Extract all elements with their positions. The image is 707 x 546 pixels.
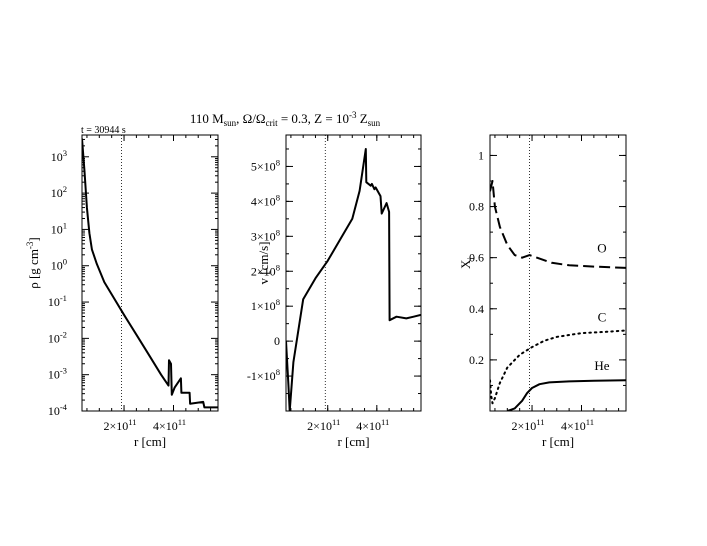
series-he	[506, 379, 626, 411]
y-tick-label: 10-3	[48, 366, 67, 382]
y-tick-label: 101	[51, 220, 67, 236]
y-tick-label: 10-2	[48, 329, 67, 345]
y-tick-label: 5×108	[251, 157, 280, 173]
y-tick-label: 0.2	[469, 353, 484, 367]
x-axis-label: r [cm]	[337, 434, 369, 449]
plot-frame	[489, 134, 627, 412]
series-c	[490, 329, 626, 405]
series-velocity	[286, 148, 421, 411]
y-tick-label: 2×108	[251, 262, 280, 278]
y-tick-label: 3×108	[251, 227, 280, 243]
x-axis-label: r [cm]	[542, 434, 574, 449]
plot-frame	[81, 134, 219, 412]
x-tick-label: 2×1011	[103, 417, 136, 433]
y-tick-label: 1×108	[251, 297, 280, 313]
y-tick-label: 0.4	[469, 302, 484, 316]
y-tick-label: 0.8	[469, 200, 484, 214]
y-tick-label: 10-4	[48, 402, 68, 418]
y-tick-label: 0	[274, 334, 280, 348]
curve-label-o: O	[597, 241, 606, 256]
time-label: t = 30944 s	[81, 125, 126, 136]
y-axis-label: v [cm/s]	[256, 242, 271, 285]
y-tick-label: 4×108	[251, 192, 280, 208]
y-tick-label: -1×108	[247, 367, 280, 383]
y-tick-label: 100	[51, 257, 67, 273]
x-tick-label: 2×1011	[307, 417, 340, 433]
plot-frame	[285, 134, 422, 412]
y-tick-label: 103	[51, 148, 67, 164]
x-tick-label: 4×1011	[561, 417, 594, 433]
series-density	[82, 138, 218, 409]
figure-title: 110 Msun, Ω/Ωcrit = 0.3, Z = 10-3 Zsun	[190, 110, 381, 128]
x-tick-label: 4×1011	[356, 417, 389, 433]
curve-label-c: C	[598, 310, 607, 325]
y-tick-label: 0.6	[469, 251, 484, 265]
y-tick-label: 1	[478, 148, 484, 162]
y-tick-label: 102	[51, 184, 67, 200]
x-axis-label: r [cm]	[134, 434, 166, 449]
x-tick-label: 2×1011	[511, 417, 544, 433]
y-tick-label: 10-1	[48, 293, 67, 309]
y-axis-label: ρ [g cm-3]	[25, 237, 41, 289]
y-axis-label: Xi	[458, 257, 476, 269]
series-o	[490, 180, 626, 269]
curve-label-he: He	[594, 358, 609, 373]
x-tick-label: 4×1011	[153, 417, 186, 433]
